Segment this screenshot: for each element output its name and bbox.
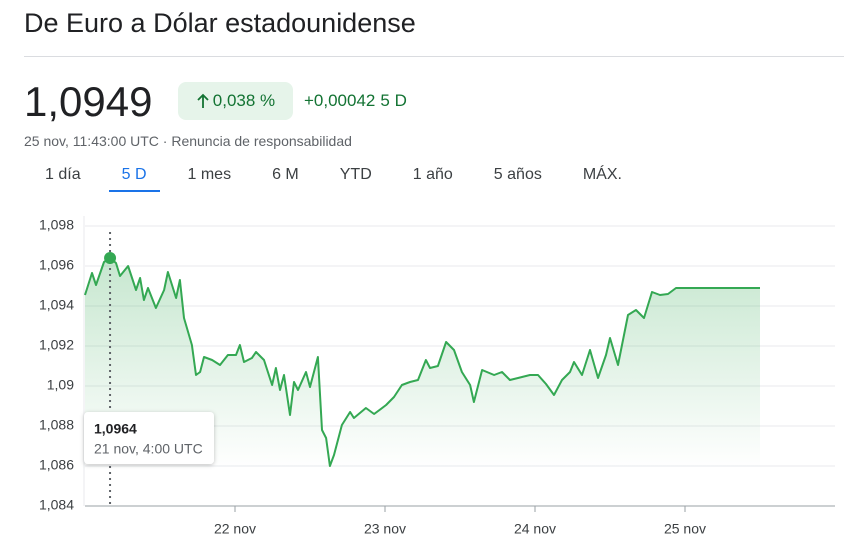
x-tick-label: 23 nov: [364, 521, 406, 537]
y-tick-label: 1,084: [39, 497, 74, 513]
arrow-up-icon: [197, 93, 209, 108]
y-tick-label: 1,09: [47, 377, 74, 393]
tab[interactable]: 6 M: [272, 166, 299, 183]
tab[interactable]: 1 año: [412, 166, 453, 183]
x-tick-label: 22 nov: [214, 521, 256, 537]
x-tick-label: 24 nov: [514, 521, 556, 537]
divider: [24, 56, 844, 57]
tooltip-value: 1,0964: [94, 421, 137, 437]
change-period: 5 D: [380, 91, 407, 110]
change-abs: +0,00042 5 D: [304, 91, 407, 111]
subtitle: 25 nov, 11:43:00 UTC · Renuncia de respo…: [24, 133, 352, 149]
tab[interactable]: 1 día: [45, 166, 81, 183]
change-percent: 0,038 %: [212, 91, 276, 110]
y-tick-label: 1,094: [39, 297, 74, 313]
tab[interactable]: MÁX.: [582, 166, 622, 183]
line: [84, 257, 760, 467]
y-tick-label: 1,086: [39, 457, 74, 473]
y-tick-label: 1,098: [39, 217, 74, 233]
tooltip: 1,0964 21 nov, 4:00 UTC: [84, 412, 214, 464]
y-tick-label: 1,092: [39, 337, 74, 353]
y-tick-label: 1,096: [39, 257, 74, 273]
change-value: +0,00042: [304, 91, 376, 110]
tooltip-box: [84, 412, 214, 464]
tooltip-date: 21 nov, 4:00 UTC: [94, 441, 203, 457]
x-tick-label: 25 nov: [664, 521, 706, 537]
price: 1,0949: [24, 78, 153, 125]
tab[interactable]: YTD: [339, 166, 372, 183]
tab[interactable]: 5 D: [108, 166, 160, 192]
area: [85, 258, 760, 506]
hover-dot: [104, 252, 117, 264]
tab[interactable]: 1 mes: [187, 166, 232, 183]
change-pill: 0,038 %: [178, 82, 293, 120]
tabs: 1 día 5 D 1 mes 6 M YTD 1 año 5 años MÁX.: [32, 166, 650, 192]
y-tick-label: 1,088: [39, 417, 74, 433]
title: De Euro a Dólar estadounidense: [24, 8, 416, 38]
tab[interactable]: 5 años: [493, 166, 542, 183]
